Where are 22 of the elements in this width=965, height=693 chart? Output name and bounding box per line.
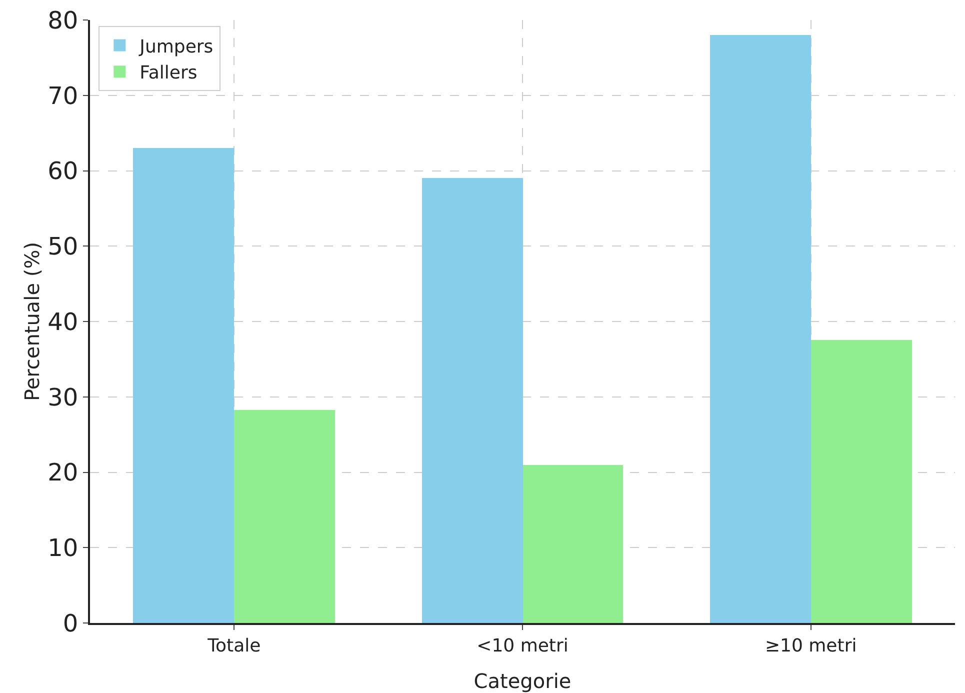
bar: [811, 340, 912, 623]
bar: [523, 465, 623, 623]
y-tick-label: 80: [48, 6, 78, 34]
x-tick-label: Totale: [206, 636, 261, 657]
y-axis-title: Percentuale (%): [20, 242, 44, 402]
y-tick-label: 50: [48, 232, 78, 261]
y-tick-label: 0: [62, 609, 78, 638]
x-tick-label: ≥10 metri: [764, 636, 857, 657]
legend-label: Fallers: [140, 62, 198, 84]
legend-label: Jumpers: [138, 36, 214, 58]
bar: [133, 148, 234, 623]
y-tick-label: 40: [48, 308, 78, 336]
y-tick-label: 20: [48, 458, 78, 487]
y-tick-label: 10: [48, 534, 78, 562]
y-tick-label: 30: [48, 383, 78, 412]
y-tick-label: 70: [48, 82, 78, 110]
bar: [234, 410, 335, 623]
y-tick-label: 60: [48, 157, 78, 186]
x-tick-label: <10 metri: [476, 636, 568, 657]
bar: [422, 178, 523, 623]
bar: [710, 35, 811, 623]
x-axis-title: Categorie: [474, 669, 572, 693]
